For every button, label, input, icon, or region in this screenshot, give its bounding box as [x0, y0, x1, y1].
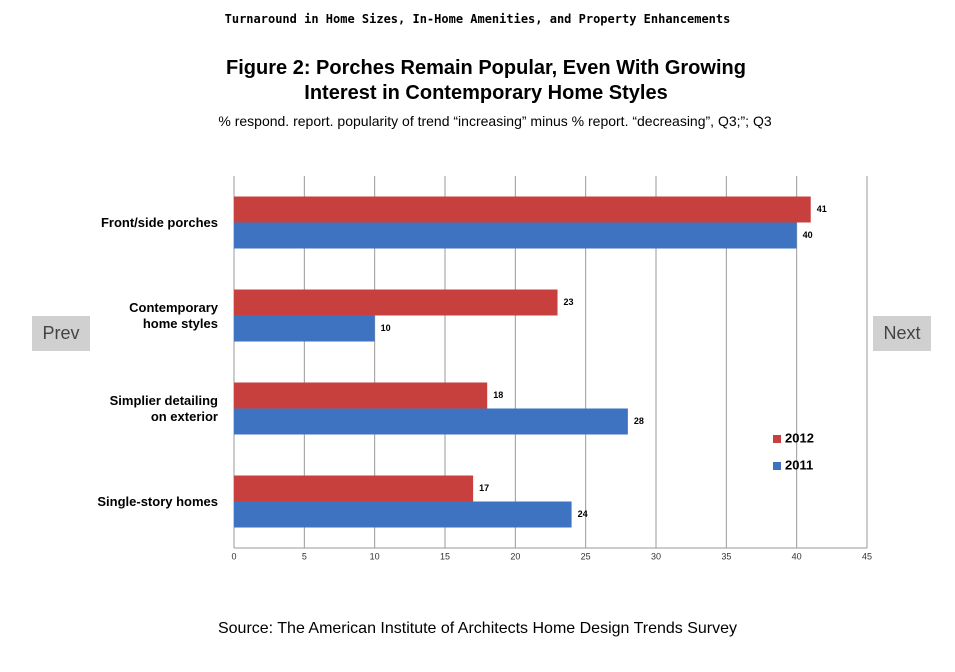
- value-label: 23: [564, 297, 574, 307]
- chart-title: Figure 2: Porches Remain Popular, Even W…: [226, 57, 746, 104]
- x-tick-label: 40: [792, 551, 802, 561]
- x-tick-label: 15: [440, 551, 450, 561]
- source: Source: The American Institute of Archit…: [217, 620, 738, 637]
- bar: [234, 501, 572, 528]
- legend-swatch: [773, 435, 781, 443]
- bar: [234, 408, 628, 435]
- value-label: 10: [381, 323, 391, 333]
- prev-button[interactable]: Prev: [32, 316, 90, 351]
- x-tick-label: 20: [510, 551, 520, 561]
- value-label: 28: [634, 416, 644, 426]
- category-label: Single-story homes: [97, 493, 218, 509]
- value-label: 40: [803, 230, 813, 240]
- legend-label: 2011: [785, 457, 813, 472]
- legend-swatch: [773, 462, 781, 470]
- x-tick-label: 5: [302, 551, 307, 561]
- header: Turnaround in Home Sizes, In-Home Amenit…: [224, 12, 731, 26]
- next-button[interactable]: Next: [873, 316, 931, 351]
- category-label: Simplier detailing on exterior: [109, 392, 218, 424]
- bar: [234, 222, 797, 249]
- bar: [234, 196, 811, 223]
- x-tick-label: 10: [370, 551, 380, 561]
- x-tick-label: 30: [651, 551, 661, 561]
- value-label: 41: [817, 204, 827, 214]
- bar: [234, 315, 375, 342]
- chart-subtitle: % respond. report. popularity of trend “…: [218, 113, 772, 129]
- bar: [234, 475, 474, 502]
- value-label: 18: [493, 390, 503, 400]
- x-tick-label: 45: [862, 551, 872, 561]
- x-tick-label: 35: [721, 551, 731, 561]
- category-label: Front/side porches: [100, 214, 218, 230]
- x-tick-label: 0: [231, 551, 236, 561]
- bar: [234, 289, 558, 316]
- x-tick-label: 25: [581, 551, 591, 561]
- value-label: 17: [479, 483, 489, 493]
- category-label: Contemporary home styles: [129, 299, 218, 331]
- legend-label: 2012: [785, 430, 814, 445]
- value-label: 24: [578, 509, 588, 519]
- bar: [234, 382, 488, 409]
